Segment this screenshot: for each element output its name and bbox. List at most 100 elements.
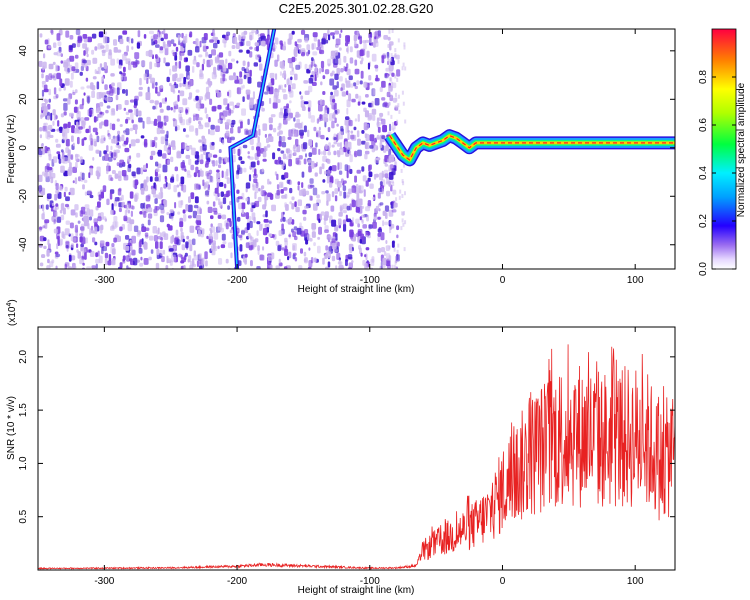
noise-cell [213, 242, 216, 250]
noise-cell [278, 85, 282, 90]
noise-cell [335, 134, 338, 143]
noise-cell [231, 119, 236, 125]
x-tick-label: 100 [627, 576, 644, 587]
noise-cell [46, 115, 50, 121]
noise-cell [48, 88, 51, 96]
noise-cell [259, 223, 262, 231]
noise-cell [41, 83, 45, 88]
noise-cell [130, 61, 136, 65]
noise-cell [302, 209, 307, 215]
noise-cell [160, 136, 165, 145]
noise-cell [287, 136, 292, 140]
noise-cell [181, 257, 186, 263]
noise-cell [45, 204, 49, 210]
noise-cell [288, 251, 292, 259]
noise-cell [67, 67, 70, 73]
noise-cell [295, 157, 300, 165]
noise-cell [202, 44, 207, 52]
noise-cell [364, 133, 368, 139]
noise-cell [80, 86, 85, 90]
noise-cell [60, 149, 64, 153]
noise-cell [286, 179, 291, 184]
noise-cell [285, 156, 290, 160]
noise-cell [73, 106, 78, 113]
noise-cell [330, 91, 333, 96]
noise-cell [249, 138, 254, 145]
noise-cell [88, 144, 94, 151]
noise-cell [252, 173, 258, 179]
noise-cell [334, 50, 339, 56]
noise-cell [253, 62, 258, 67]
noise-cell [252, 91, 255, 100]
noise-cell [357, 114, 360, 122]
snr-frame [37, 326, 676, 571]
y-tick-label: -40 [18, 237, 29, 252]
noise-cell [89, 194, 94, 199]
noise-cell [260, 187, 263, 196]
noise-cell [129, 143, 132, 149]
noise-cell [299, 129, 304, 136]
noise-cell [185, 146, 190, 150]
noise-cell [55, 94, 59, 99]
noise-cell [110, 145, 113, 151]
noise-cell [174, 73, 178, 79]
noise-cell [298, 189, 303, 196]
noise-cell [278, 258, 281, 264]
noise-cell [284, 84, 287, 88]
noise-cell [94, 241, 98, 246]
noise-cell [151, 188, 156, 195]
noise-cell [93, 116, 97, 123]
noise-cell [170, 39, 175, 45]
noise-cell [127, 164, 131, 173]
noise-cell [387, 111, 390, 116]
noise-cell [308, 77, 313, 84]
noise-cell [63, 123, 68, 129]
noise-cell [345, 80, 351, 88]
noise-cell [219, 201, 222, 206]
noise-cell [143, 34, 147, 39]
noise-cell [357, 229, 363, 236]
noise-cell [241, 66, 246, 71]
noise-cell [192, 210, 197, 219]
noise-cell [279, 71, 282, 76]
noise-cell [401, 211, 404, 216]
noise-cell [41, 73, 44, 79]
noise-cell [204, 190, 209, 197]
noise-cell [64, 263, 67, 269]
noise-cell [187, 75, 190, 79]
noise-cell [252, 184, 255, 191]
noise-cell [105, 109, 109, 114]
noise-cell [195, 102, 201, 109]
noise-cell [288, 33, 293, 40]
noise-cell [209, 130, 215, 136]
noise-cell [359, 239, 362, 244]
noise-cell [150, 249, 154, 254]
noise-cell [305, 153, 307, 158]
noise-cell [68, 266, 73, 269]
noise-cell [178, 200, 183, 208]
noise-cell [212, 154, 218, 158]
noise-cell [180, 52, 185, 57]
noise-cell [211, 141, 215, 146]
noise-cell [355, 218, 360, 224]
noise-cell [293, 144, 297, 149]
noise-cell [189, 125, 194, 132]
noise-cell [276, 189, 280, 196]
noise-cell [276, 184, 280, 190]
noise-cell [351, 98, 356, 103]
noise-cell [65, 138, 70, 147]
noise-cell [350, 130, 354, 134]
noise-cell [215, 160, 218, 167]
noise-cell [345, 116, 350, 120]
noise-cell [339, 76, 343, 82]
noise-cell [154, 118, 158, 126]
noise-cell [307, 184, 313, 189]
noise-cell [179, 90, 185, 97]
noise-cell [377, 192, 381, 199]
noise-cell [349, 168, 353, 174]
noise-cell [183, 128, 186, 132]
noise-cell [152, 193, 156, 198]
noise-cell [236, 170, 240, 176]
noise-cell [125, 89, 128, 96]
noise-cell [217, 118, 221, 124]
